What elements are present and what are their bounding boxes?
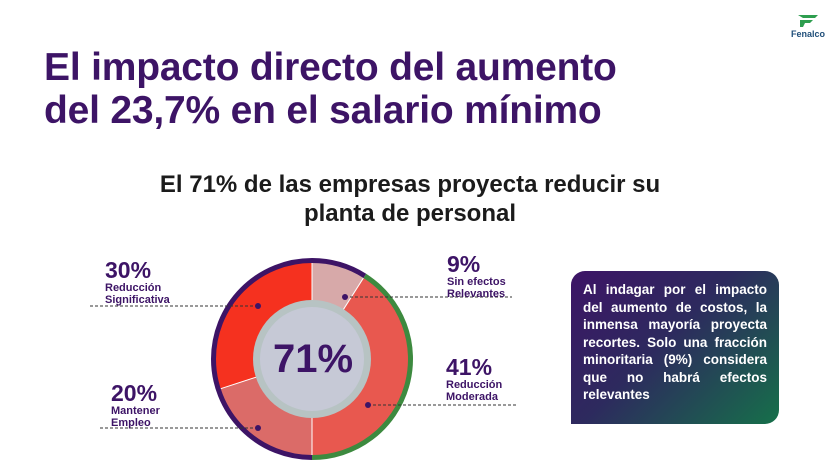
outer-ring-other	[311, 258, 367, 278]
slice-value: 41%	[446, 354, 493, 380]
slice-label-mantener-empleo: 20% Mantener Empleo	[111, 381, 160, 429]
slice-caption-line1: Mantener	[111, 405, 160, 417]
leader-line-reduccion-significativa-dot	[255, 303, 261, 309]
slice-caption-line2: Relevantes	[447, 288, 506, 300]
page-title-line1: El impacto directo del aumento	[44, 46, 617, 89]
slice-caption-line2: Significativa	[105, 294, 170, 306]
chart-subtitle-line1: El 71% de las empresas proyecta reducir …	[159, 171, 661, 198]
leader-line-sin-efectos-dot	[342, 294, 348, 300]
slice-value: 20%	[111, 380, 158, 406]
slice-caption-line1: Reducción	[446, 379, 503, 391]
brand-logo: Fenalco	[788, 12, 828, 39]
donut-center	[260, 307, 364, 411]
brand-name: Fenalco	[790, 29, 825, 39]
slice-label-reduccion-significativa: 30% Reducción Significativa	[105, 258, 170, 306]
slice-caption-line1: Reducción	[105, 282, 162, 294]
slice-caption-line2: Moderada	[446, 391, 498, 403]
slice-caption-line1: Sin efectos	[447, 276, 506, 288]
insight-callout: Al indagar por el impacto del aumento de…	[571, 271, 779, 424]
page-title: El impacto directo del aumento del 23,7%…	[44, 46, 617, 132]
slice-value: 30%	[105, 257, 152, 283]
slice-label-reduccion-moderada: 41% Reducción Moderada	[446, 355, 502, 403]
outer-ring-other	[211, 258, 313, 460]
leader-line-mantener-empleo-dot	[255, 425, 261, 431]
page-title-line2: del 23,7% en el salario mínimo	[44, 89, 602, 132]
slice-value: 9%	[447, 251, 481, 277]
slice-label-sin-efectos: 9% Sin efectos Relevantes	[447, 252, 506, 300]
slice-caption-line2: Empleo	[111, 417, 151, 429]
leader-line-reduccion-moderada-dot	[365, 402, 371, 408]
chart-subtitle: El 71% de las empresas proyecta reducir …	[100, 170, 720, 228]
center-percentage-label: 71%	[272, 337, 354, 381]
outer-ring-reduction	[311, 273, 413, 460]
fenalco-logo-icon	[798, 15, 818, 27]
chart-subtitle-line2: planta de personal	[303, 200, 517, 227]
